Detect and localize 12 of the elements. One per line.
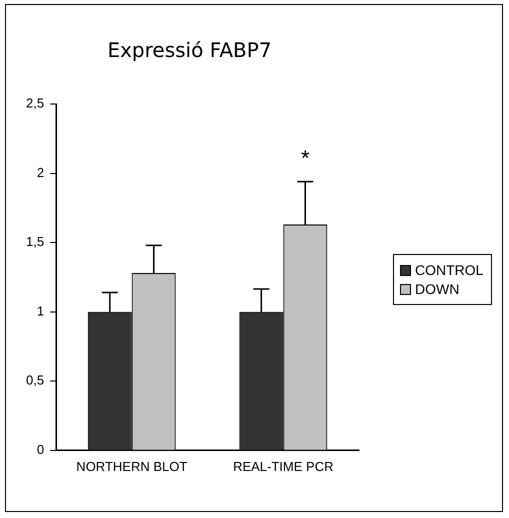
chart-title: Expressió FABP7 <box>107 38 272 62</box>
y-tick-label: 0,5 <box>26 372 44 388</box>
y-tick-label: 2,5 <box>26 96 44 111</box>
legend-label: CONTROL <box>415 262 484 278</box>
annotation: * <box>300 146 310 171</box>
y-tick-label: 1,5 <box>26 234 44 250</box>
x-tick-label: NORTHERN BLOT <box>76 458 188 474</box>
y-tick-label: 2 <box>36 164 44 180</box>
x-tick-label: REAL-TIME PCR <box>233 458 334 474</box>
legend-label: DOWN <box>415 281 460 297</box>
y-tick-label: 0 <box>36 442 44 457</box>
y-tick-label: 1 <box>36 303 44 318</box>
